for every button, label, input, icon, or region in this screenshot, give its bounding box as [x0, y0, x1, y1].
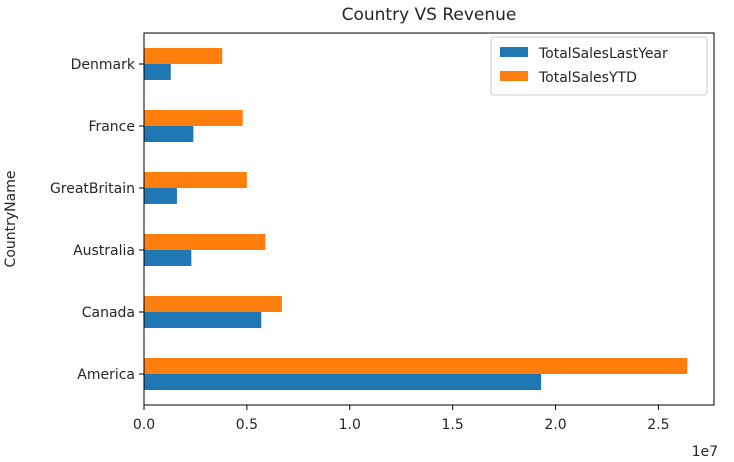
y-tick-label: America: [77, 367, 135, 383]
legend-label: TotalSalesYTD: [538, 70, 637, 86]
legend-label: TotalSalesLastYear: [538, 46, 668, 62]
plot-frame: [143, 32, 715, 406]
x-tick-label: 2.0: [544, 417, 566, 433]
y-tick-label: Australia: [73, 243, 135, 259]
bar-TotalSalesYTD-GreatBritain: [144, 172, 247, 188]
y-tick-label: GreatBritain: [50, 181, 135, 197]
x-tick-label: 1.5: [442, 417, 464, 433]
y-tick-label: France: [88, 119, 135, 135]
bar-TotalSalesYTD-Canada: [144, 296, 282, 312]
bar-TotalSalesYTD-France: [144, 110, 243, 126]
bar-TotalSalesYTD-America: [144, 358, 688, 374]
x-tick-label: 2.5: [647, 417, 669, 433]
y-tick-label: Canada: [82, 305, 135, 321]
bar-TotalSalesLastYear-Canada: [144, 312, 262, 328]
x-axis-scale-label: 1e7: [692, 444, 718, 460]
y-axis-label: CountryName: [3, 171, 19, 268]
x-tick-label: 1.0: [339, 417, 361, 433]
legend-box: [490, 36, 708, 96]
chart-title: Country VS Revenue: [342, 5, 517, 25]
bar-TotalSalesYTD-Australia: [144, 234, 266, 250]
bar-TotalSalesLastYear-GreatBritain: [144, 188, 177, 204]
x-tick-label: 0.5: [236, 417, 258, 433]
legend-swatch: [500, 71, 528, 81]
bar-TotalSalesLastYear-Australia: [144, 250, 192, 266]
x-tick-label: 0.0: [133, 417, 155, 433]
bar-TotalSalesLastYear-Denmark: [144, 64, 171, 80]
legend: TotalSalesLastYear TotalSalesYTD: [490, 36, 708, 96]
bar-TotalSalesLastYear-America: [144, 374, 542, 390]
bars-group: [144, 48, 688, 390]
legend-swatch: [500, 47, 528, 57]
bar-TotalSalesLastYear-France: [144, 126, 194, 142]
bar-TotalSalesYTD-Denmark: [144, 48, 223, 64]
ticks-group: 0.0 0.5 1.0 1.5 2.0 2.5 America Canada Australia…: [50, 57, 670, 433]
y-tick-label: Denmark: [71, 57, 136, 73]
